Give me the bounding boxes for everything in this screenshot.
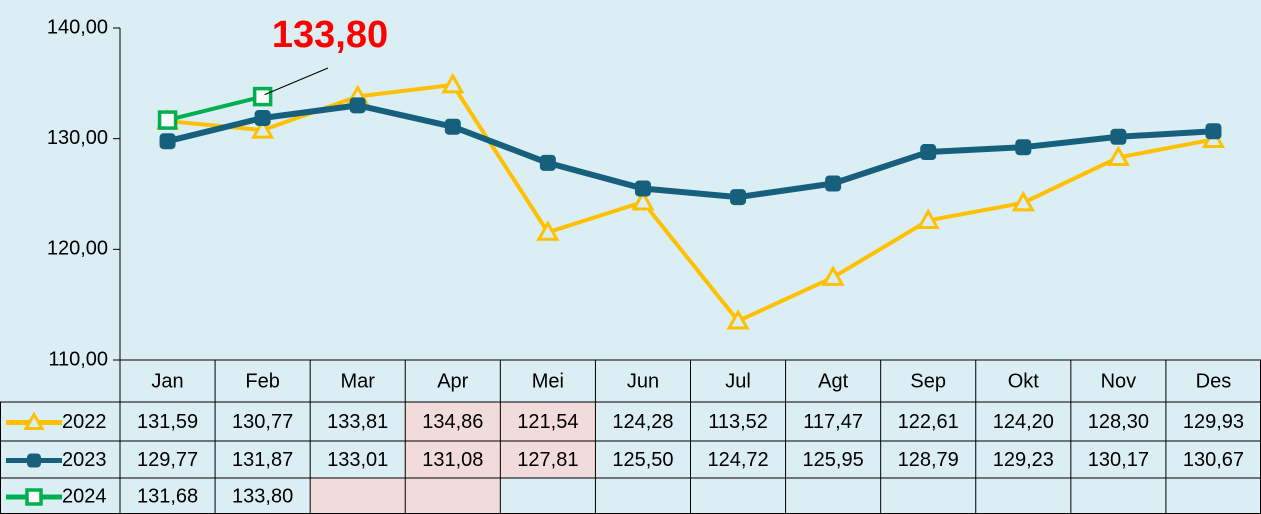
value-label: 129,23 xyxy=(993,449,1054,471)
marker xyxy=(1015,139,1032,156)
value-label: 121,54 xyxy=(517,411,578,433)
y-tick-label: 130,00 xyxy=(47,127,108,149)
cell-highlight xyxy=(405,478,501,514)
value-label: 133,80 xyxy=(232,485,293,507)
y-tick-label: 140,00 xyxy=(47,16,108,38)
y-tick-label: 120,00 xyxy=(47,238,108,260)
legend-label: 2024 xyxy=(62,485,107,507)
series xyxy=(159,97,1222,206)
value-label: 124,20 xyxy=(993,411,1054,433)
value-label: 113,52 xyxy=(708,411,768,433)
marker xyxy=(821,265,845,286)
cell-highlight xyxy=(405,441,501,478)
value-label: 124,72 xyxy=(707,449,768,471)
legend-marker xyxy=(27,453,41,468)
value-label: 125,95 xyxy=(803,449,864,471)
value-label: 133,01 xyxy=(327,449,388,471)
legend-label: 2022 xyxy=(62,411,107,433)
value-label: 129,93 xyxy=(1183,411,1244,433)
marker xyxy=(1205,123,1222,140)
marker xyxy=(441,72,465,94)
cell-highlight xyxy=(405,402,501,441)
marker xyxy=(726,308,750,330)
x-tick-label: Mei xyxy=(532,370,564,392)
legend-label: 2023 xyxy=(62,449,107,471)
cell-highlight xyxy=(500,441,596,478)
value-label: 127,81 xyxy=(517,449,578,471)
cell-highlight xyxy=(500,402,596,441)
line xyxy=(167,94,264,123)
marker xyxy=(157,110,178,130)
cell-highlight xyxy=(310,478,406,514)
x-tick-label: Apr xyxy=(437,370,468,392)
series xyxy=(157,86,273,130)
marker xyxy=(539,154,556,171)
y-tick-label: 110,00 xyxy=(48,348,108,370)
value-label: 131,68 xyxy=(137,485,198,507)
value-label: 128,30 xyxy=(1088,411,1149,433)
marker xyxy=(1106,145,1130,166)
x-tick-label: Mar xyxy=(340,370,375,392)
value-label: 134,86 xyxy=(422,411,483,433)
x-tick-label: Nov xyxy=(1101,370,1137,392)
value-label: 131,59 xyxy=(137,411,198,433)
marker xyxy=(252,86,273,107)
value-label: 125,50 xyxy=(612,449,673,471)
value-label: 133,81 xyxy=(327,411,388,433)
annotation: 133,80 xyxy=(272,14,388,56)
marker xyxy=(251,118,275,139)
value-label: 130,17 xyxy=(1088,449,1149,471)
value-label: 122,61 xyxy=(898,411,959,433)
x-tick-label: Agt xyxy=(818,370,848,392)
x-tick-label: Jun xyxy=(627,370,659,392)
value-label: 128,79 xyxy=(898,449,959,471)
marker xyxy=(444,118,461,135)
x-tick-label: Jul xyxy=(725,370,751,392)
value-label: 131,08 xyxy=(422,449,483,471)
marker xyxy=(634,180,651,197)
marker xyxy=(349,97,366,114)
x-tick-label: Feb xyxy=(245,370,279,392)
line xyxy=(167,82,1214,324)
marker xyxy=(916,208,940,229)
marker xyxy=(1011,190,1035,212)
value-label: 131,87 xyxy=(232,449,293,471)
marker xyxy=(631,189,655,211)
value-label: 130,77 xyxy=(232,411,293,433)
x-tick-label: Des xyxy=(1196,370,1232,392)
marker xyxy=(1110,128,1127,145)
line xyxy=(166,102,1214,201)
x-tick-label: Jan xyxy=(151,370,183,392)
marker xyxy=(536,220,560,241)
marker xyxy=(730,189,747,206)
value-label: 124,28 xyxy=(612,411,673,433)
marker xyxy=(920,144,937,161)
annotation-leader xyxy=(264,67,329,96)
legend-marker xyxy=(25,488,43,506)
value-label: 129,77 xyxy=(137,449,198,471)
marker xyxy=(825,175,842,192)
value-label: 130,67 xyxy=(1183,449,1244,471)
marker xyxy=(254,109,271,126)
series xyxy=(155,72,1226,330)
x-tick-label: Sep xyxy=(910,370,946,392)
x-tick-label: Okt xyxy=(1008,370,1040,392)
value-label: 117,47 xyxy=(803,411,863,433)
legend-marker xyxy=(23,411,45,430)
marker xyxy=(159,133,176,150)
